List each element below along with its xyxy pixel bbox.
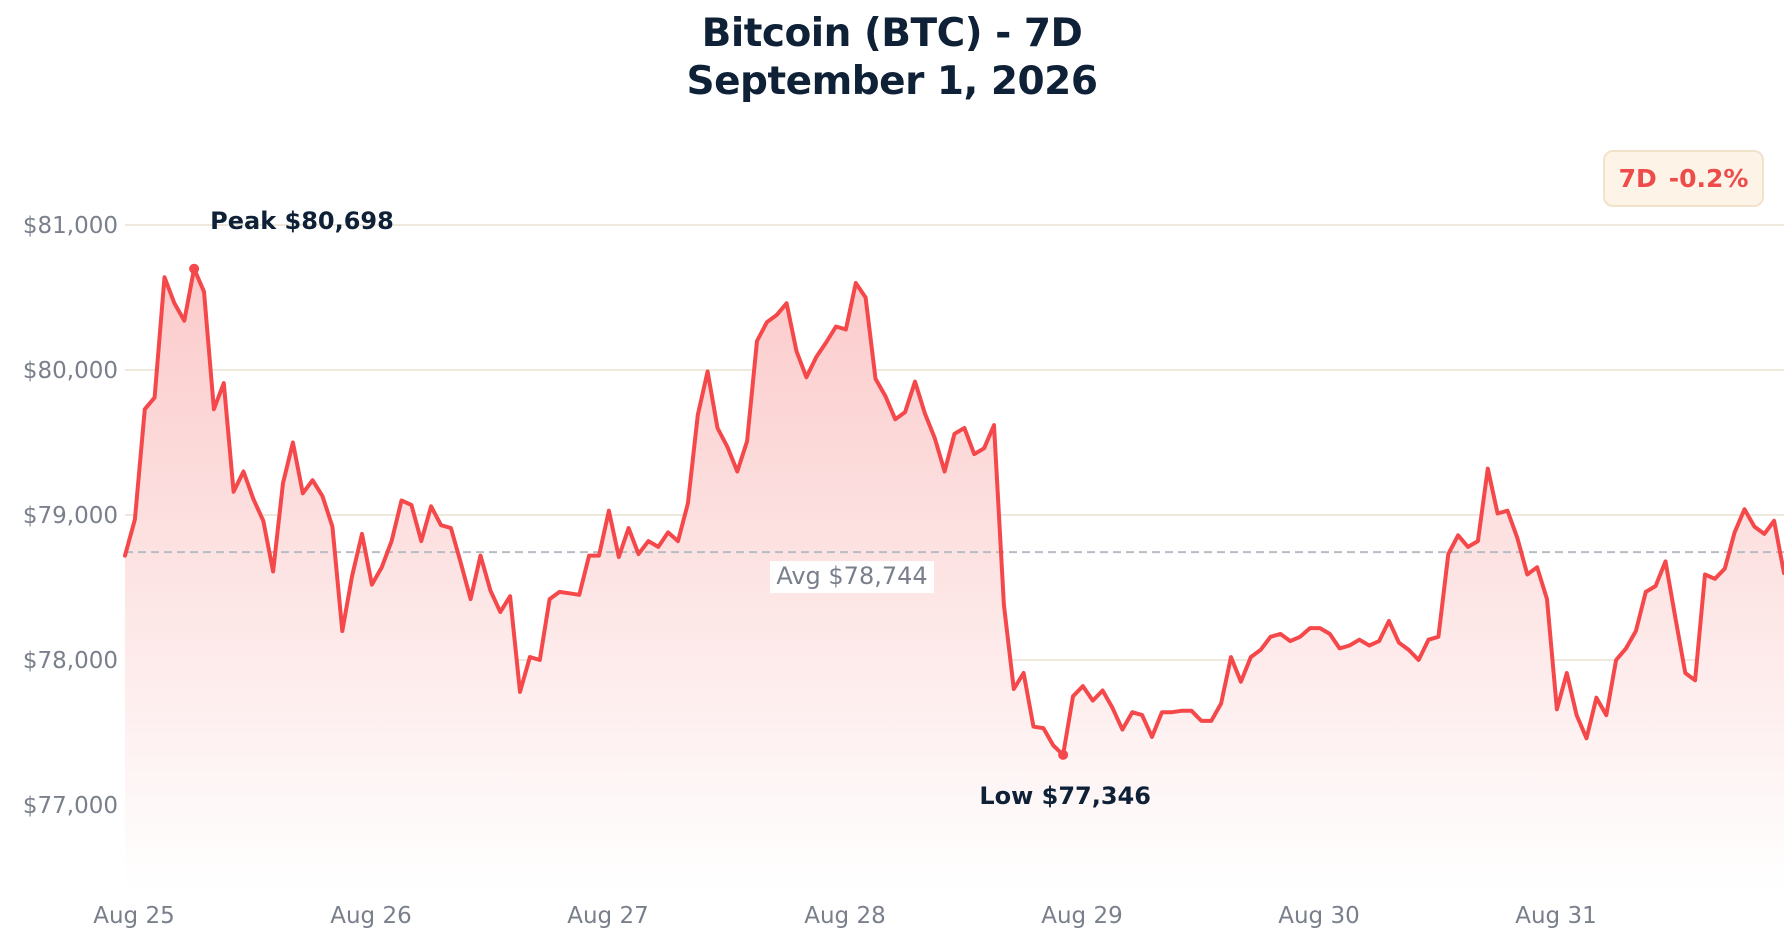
low-marker — [1058, 749, 1069, 760]
chart-title-line2: September 1, 2026 — [686, 59, 1098, 104]
average-label: Avg $78,744 — [776, 562, 927, 590]
y-tick-label: $77,000 — [23, 793, 118, 819]
x-tick-label: Aug 28 — [804, 903, 886, 929]
low-label: Low $77,346 — [979, 782, 1151, 810]
y-tick-label: $78,000 — [23, 648, 118, 674]
chart-title-line1: Bitcoin (BTC) - 7D — [701, 11, 1083, 56]
x-tick-label: Aug 29 — [1041, 903, 1123, 929]
price-line — [123, 266, 1784, 757]
x-tick-label: Aug 27 — [567, 903, 649, 929]
y-tick-label: $80,000 — [23, 358, 118, 384]
x-tick-label: Aug 26 — [330, 903, 412, 929]
price-area-fill — [125, 268, 1784, 890]
x-tick-label: Aug 31 — [1515, 903, 1597, 929]
chart-title: Bitcoin (BTC) - 7D September 1, 2026 — [0, 10, 1784, 106]
badge-period: 7D — [1618, 164, 1657, 193]
badge-change: -0.2% — [1668, 164, 1749, 193]
y-axis-ticks: $77,000 $78,000 $79,000 $80,000 $81,000 — [23, 213, 118, 819]
x-tick-label: Aug 25 — [93, 903, 175, 929]
average-label-background — [770, 561, 934, 594]
y-tick-label: $81,000 — [23, 213, 118, 239]
change-badge: 7D -0.2% — [1603, 150, 1764, 207]
x-axis-ticks: Aug 25 Aug 26 Aug 27 Aug 28 Aug 29 Aug 30 Aug … — [93, 903, 1597, 929]
peak-marker — [189, 263, 200, 274]
x-tick-label: Aug 30 — [1278, 903, 1360, 929]
y-tick-label: $79,000 — [23, 503, 118, 529]
peak-label: Peak $80,698 — [210, 207, 394, 235]
